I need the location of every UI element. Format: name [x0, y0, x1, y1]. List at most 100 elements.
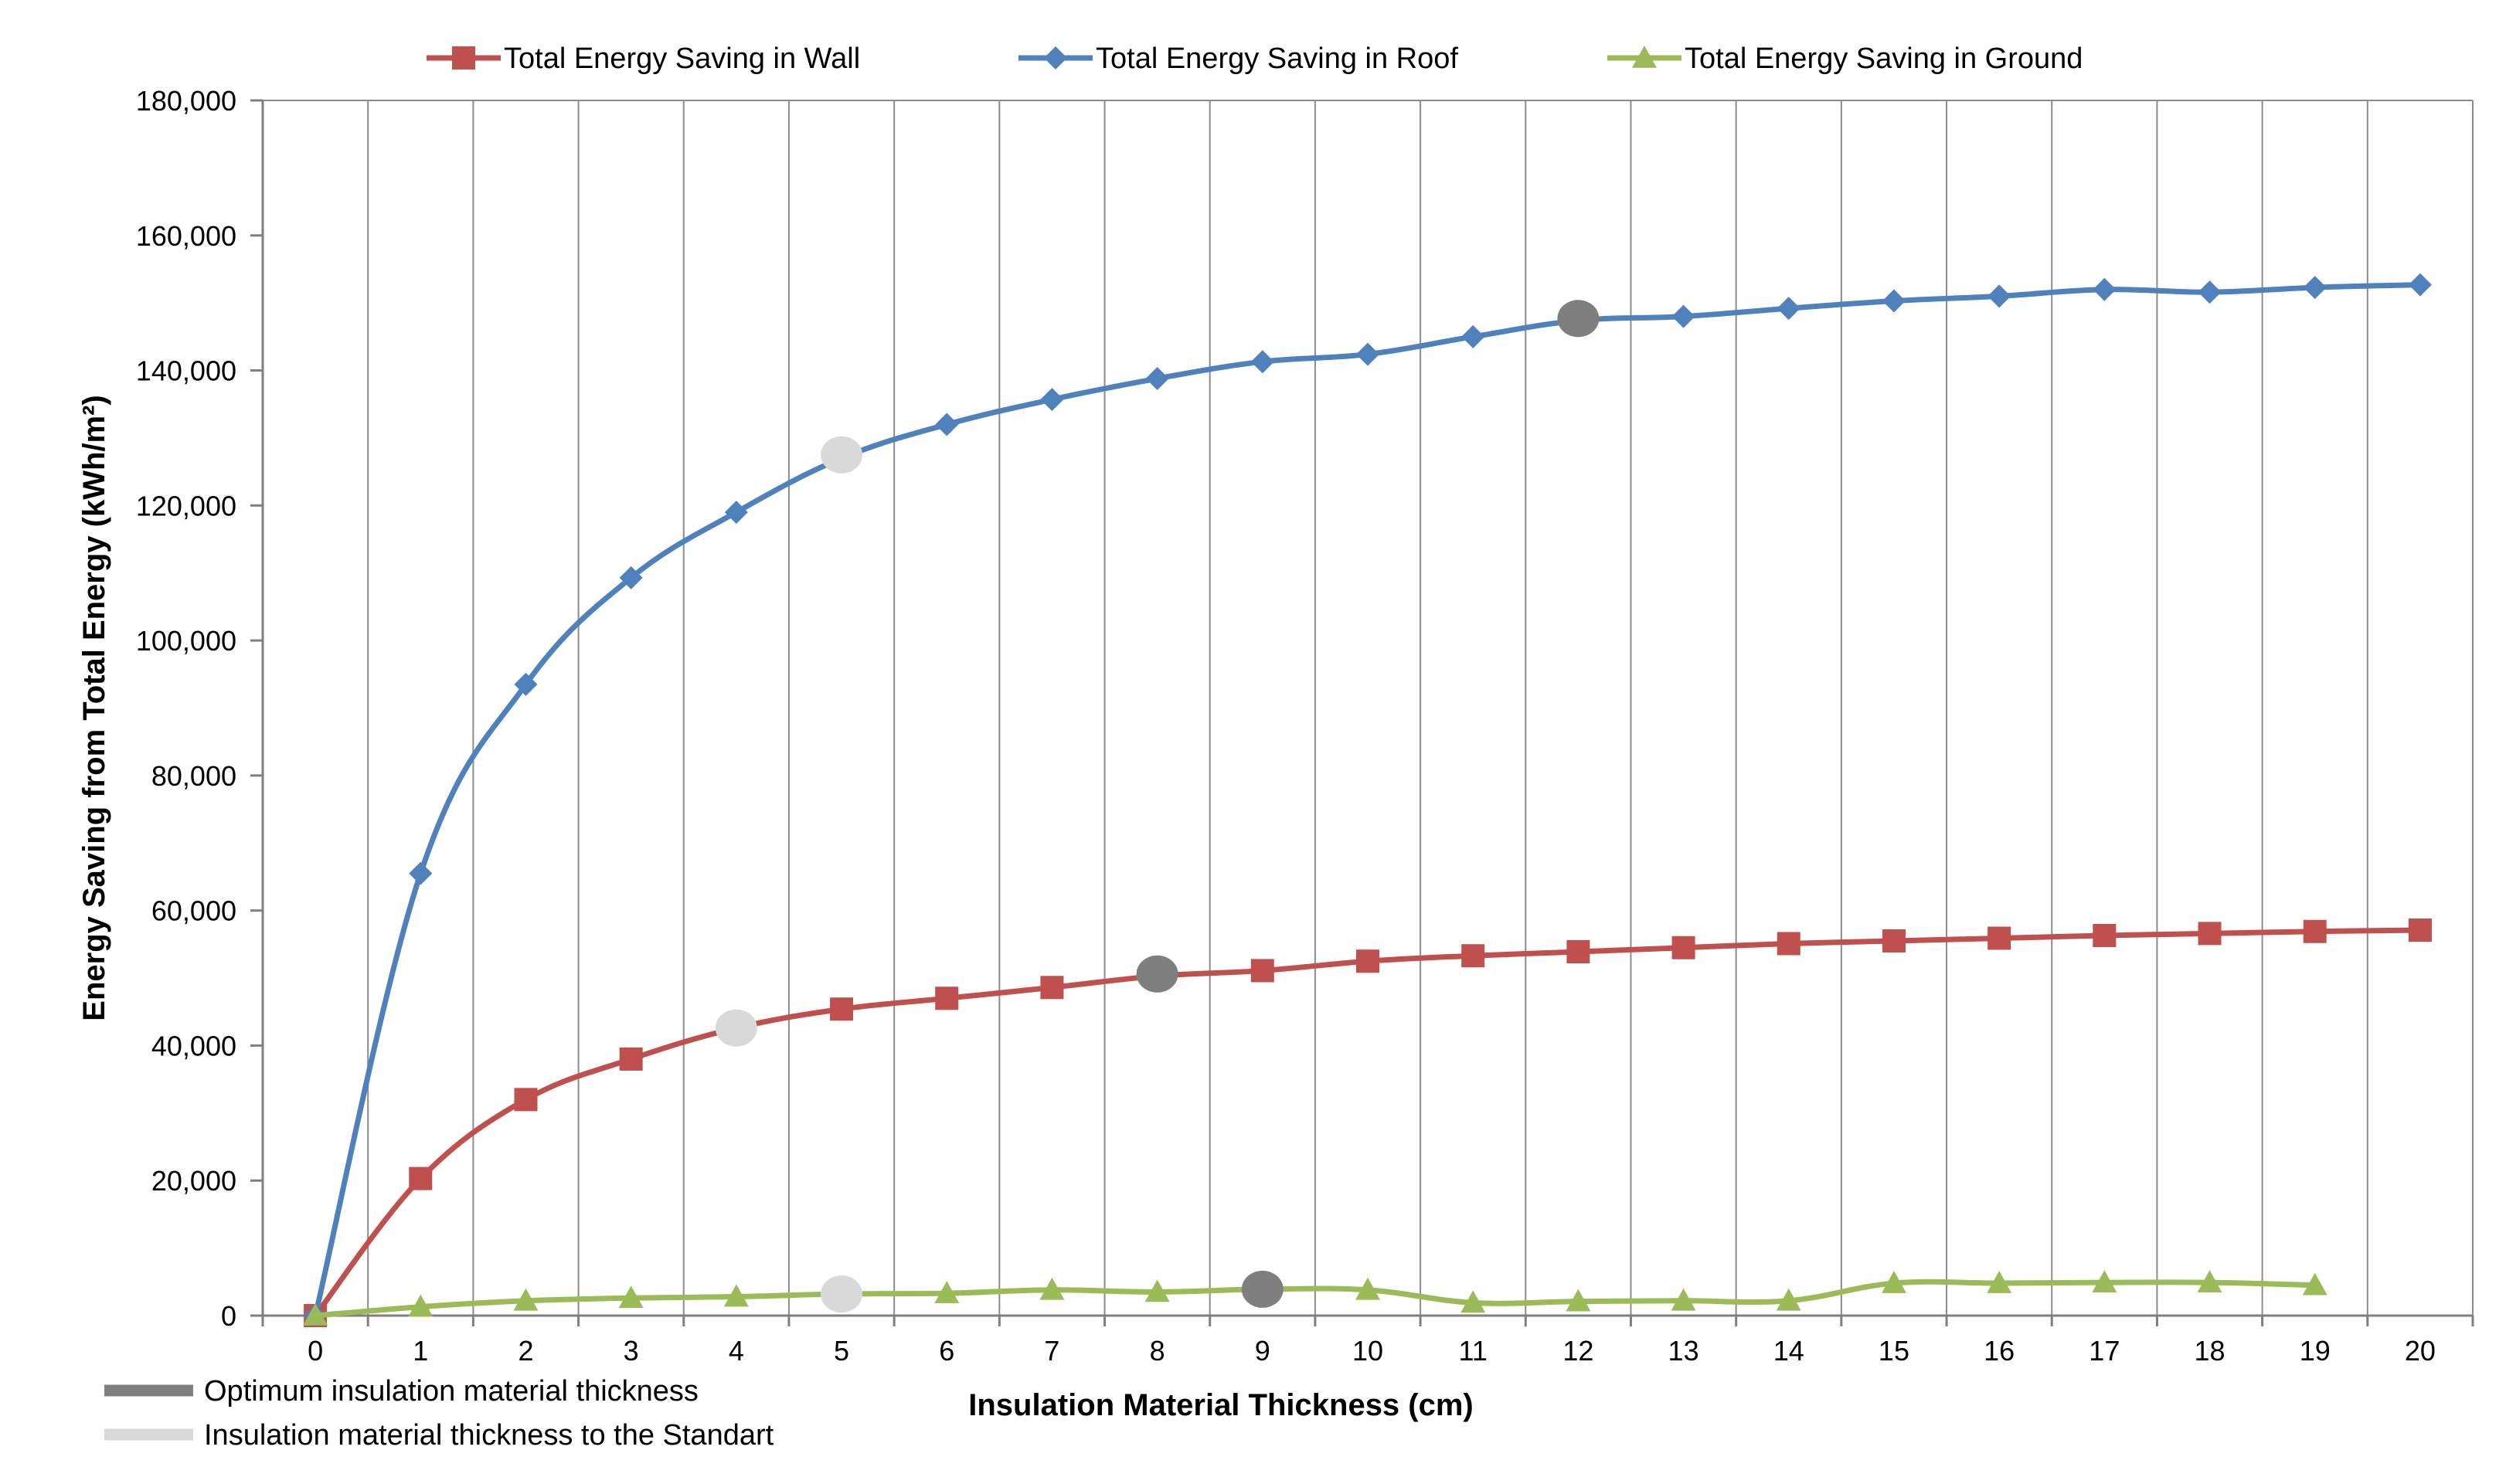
data-point	[1039, 1277, 1065, 1300]
data-point	[1461, 944, 1485, 968]
data-point	[1040, 388, 1064, 412]
data-point	[618, 1285, 644, 1309]
x-tick-label: 4	[729, 1335, 744, 1367]
data-point	[1461, 324, 1485, 348]
legend-label: Total Energy Saving in Roof	[1096, 42, 1458, 75]
x-tick-label: 19	[2300, 1335, 2331, 1367]
data-point	[724, 501, 748, 525]
data-point	[303, 1303, 328, 1326]
series-line	[312, 282, 2423, 1319]
x-tick-label: 14	[1773, 1335, 1804, 1367]
x-tick-label: 6	[939, 1335, 954, 1367]
data-point	[513, 1288, 539, 1311]
x-tick-label: 3	[624, 1335, 639, 1367]
y-tick-label: 180,000	[136, 85, 236, 117]
series-square	[304, 919, 2432, 1327]
data-point	[1250, 350, 1274, 374]
data-point	[2303, 276, 2327, 300]
legend-marker	[1632, 46, 1657, 68]
data-point	[409, 1166, 433, 1190]
data-point	[1777, 297, 1800, 321]
data-point	[1566, 939, 1590, 963]
x-axis-title: Insulation Material Thickness (cm)	[968, 1388, 1474, 1422]
series-layer	[303, 273, 2432, 1327]
series-diamond	[304, 273, 2432, 1327]
highlight-optimum-marker	[1241, 1270, 1284, 1308]
data-point	[1671, 936, 1695, 959]
highlight-standard-marker	[715, 1009, 757, 1047]
y-tick-label: 160,000	[136, 220, 236, 252]
highlight-legend-label: Insulation material thickness to the Sta…	[204, 1419, 774, 1452]
highlight-standard-marker	[821, 436, 863, 474]
data-point	[1460, 1290, 1486, 1313]
data-point	[2198, 922, 2222, 946]
data-point	[2408, 919, 2432, 942]
data-point	[619, 565, 643, 589]
y-tick-label: 40,000	[151, 1030, 236, 1061]
data-point	[934, 1281, 960, 1303]
data-point	[1671, 1288, 1696, 1311]
highlight-standard-marker	[821, 1275, 863, 1313]
legend-marker	[1044, 46, 1067, 70]
data-point	[1356, 342, 1379, 366]
x-tick-label: 16	[1984, 1335, 2015, 1367]
x-tick-label: 8	[1150, 1335, 1165, 1367]
x-tick-label: 0	[308, 1335, 323, 1367]
x-tick-label: 13	[1668, 1335, 1699, 1367]
data-point	[619, 1047, 643, 1071]
data-point	[2302, 1272, 2327, 1296]
grid-lines	[262, 100, 2474, 1316]
x-tick-label: 11	[1459, 1335, 1488, 1367]
data-point	[1882, 289, 1906, 313]
data-point	[1776, 1288, 1801, 1311]
data-point	[1987, 284, 2011, 308]
x-tick-label: 18	[2195, 1335, 2225, 1367]
y-tick-label: 100,000	[136, 625, 236, 657]
data-point	[1777, 932, 1800, 956]
data-point	[2303, 919, 2327, 943]
data-point	[935, 413, 959, 436]
highlight-legend-label: Optimum insulation material thickness	[204, 1375, 699, 1408]
y-tick-label: 0	[221, 1300, 236, 1332]
data-point	[1355, 1277, 1380, 1300]
data-point	[935, 987, 959, 1010]
data-point	[830, 997, 854, 1021]
data-point	[514, 1088, 538, 1112]
highlight-layer	[715, 300, 1600, 1313]
data-point	[514, 672, 538, 696]
data-point	[1356, 949, 1379, 973]
x-tick-label: 2	[518, 1335, 533, 1367]
y-tick-label: 80,000	[151, 760, 236, 792]
y-axis-title: Energy Saving from Total Energy (kWh/m²)	[77, 395, 111, 1020]
data-point	[1040, 976, 1064, 1000]
y-tick-label: 60,000	[151, 895, 236, 927]
data-point	[1145, 367, 1169, 391]
data-point	[1144, 1279, 1170, 1302]
data-point	[1881, 1271, 1906, 1293]
highlight-optimum-marker	[1557, 300, 1600, 338]
data-point	[1250, 959, 1274, 983]
legend-marker	[452, 46, 475, 70]
y-tick-label: 120,000	[136, 490, 236, 521]
highlight-legend: Optimum insulation material thickness Ins…	[104, 1375, 774, 1452]
y-tick-label: 20,000	[151, 1165, 236, 1197]
legend-label: Total Energy Saving in Wall	[504, 42, 860, 75]
x-tick-label: 10	[1352, 1335, 1383, 1367]
highlight-optimum-marker	[1136, 955, 1178, 993]
data-point	[2197, 1270, 2222, 1292]
x-tick-label: 15	[1879, 1335, 1909, 1367]
axes: 0 20,000 40,000 60,000 80,000 100,000 120,000 1…	[77, 85, 2474, 1422]
data-point	[2198, 280, 2222, 304]
series-triangle	[303, 1270, 2327, 1326]
data-point	[408, 1294, 434, 1317]
data-point	[1987, 926, 2011, 950]
x-tick-label: 1	[413, 1335, 428, 1367]
y-tick-label: 140,000	[136, 355, 236, 387]
data-point	[409, 861, 433, 885]
series-line	[312, 1279, 2318, 1319]
data-point	[1671, 304, 1695, 328]
x-tick-label: 20	[2405, 1335, 2436, 1367]
data-point	[1566, 1289, 1591, 1312]
